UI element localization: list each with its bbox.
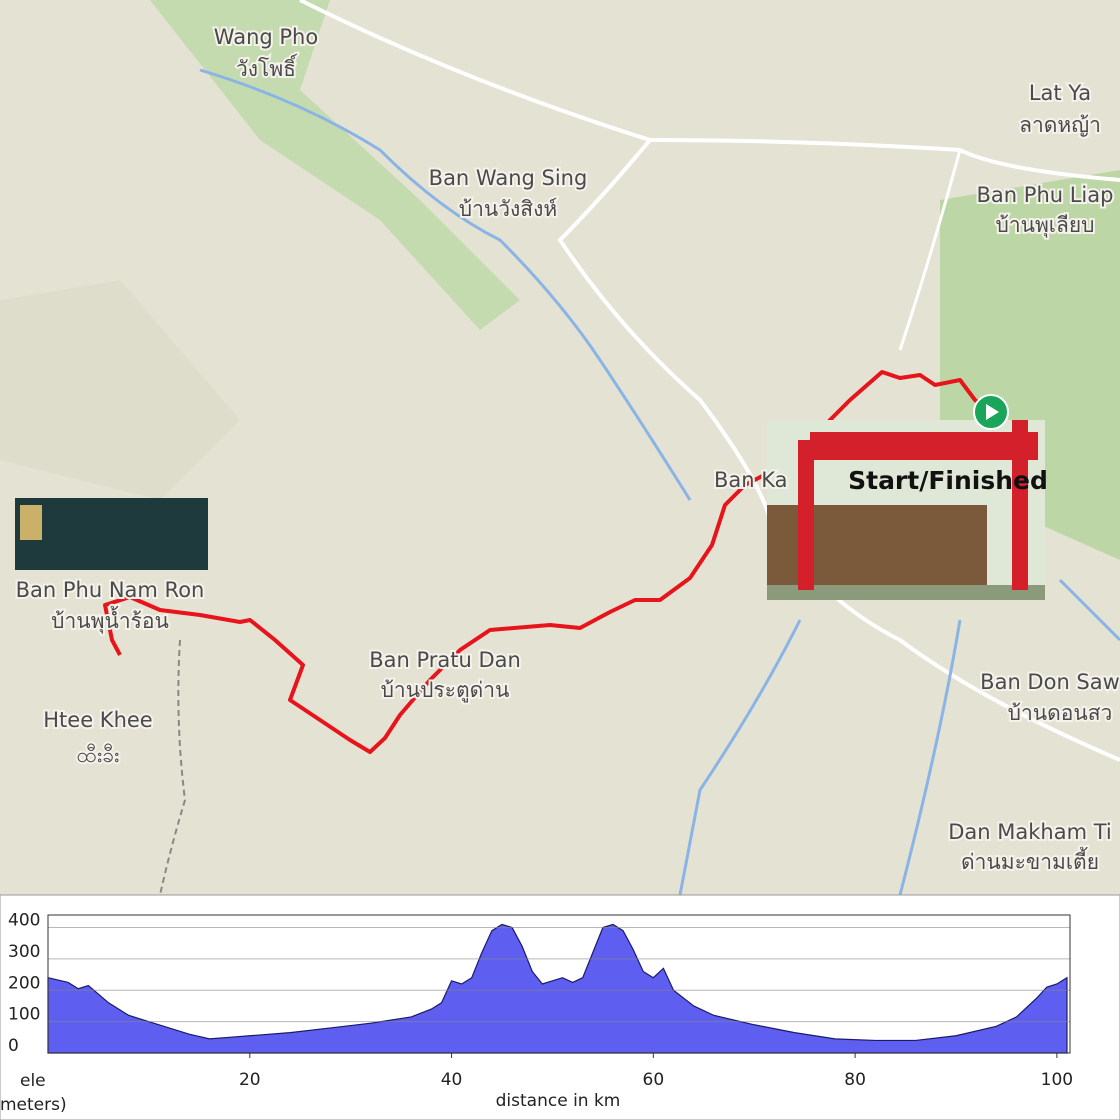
x-tick-label: 20	[239, 1070, 261, 1090]
x-tick-label: 60	[643, 1070, 665, 1090]
place-label: บ้านพุน้ำร้อน	[51, 606, 169, 634]
map: Wang Pho วังโพธิ์ Ban Wang Sing บ้านวังส…	[0, 0, 1120, 896]
place-label: Ban Pratu Dan	[369, 648, 521, 672]
place-label: บ้านวังสิงห์	[459, 197, 557, 221]
x-axis-label: distance in km	[496, 1091, 621, 1111]
start-photo	[767, 420, 1045, 600]
place-label: Ban Phu Nam Ron	[16, 578, 205, 602]
place-label: ထီးခီး	[77, 742, 120, 767]
place-label: Lat Ya	[1029, 81, 1091, 105]
x-tick-label: 40	[441, 1070, 463, 1090]
y-tick-label: 100	[8, 1005, 40, 1025]
road	[299, 0, 1120, 182]
y-axis-label: ele	[20, 1071, 46, 1091]
hills	[0, 280, 240, 500]
place-label: บ้านประตูด่าน	[381, 678, 510, 703]
place-label: ลาดหญ้า	[1019, 113, 1101, 137]
start-annotation: Start/Finished	[848, 466, 1048, 495]
elevation-area	[47, 923, 1068, 1054]
road	[898, 149, 962, 351]
place-label: บ้านพุเลียบ	[995, 213, 1094, 238]
road	[557, 138, 1120, 762]
border	[159, 639, 187, 896]
place-label: วังโพธิ์	[236, 53, 298, 81]
y-tick-label: 300	[8, 942, 40, 962]
start-marker-icon	[986, 404, 999, 420]
place-label: Htee Khee	[43, 708, 152, 732]
river	[199, 68, 1120, 896]
elevation-chart: ele meters) distance in km 0 100 200 300 400…	[0, 894, 1120, 1120]
place-label: Wang Pho	[214, 25, 318, 49]
route	[103, 370, 997, 754]
x-tick-label: 80	[844, 1070, 866, 1090]
place-label: Dan Makham Ti	[948, 820, 1112, 844]
y-tick-label: 400	[8, 911, 40, 931]
place-label: ด่านมะขามเตี้ย	[961, 847, 1099, 874]
place-label: Ban Phu Liap	[977, 183, 1114, 207]
x-tick-label: 100	[1041, 1070, 1073, 1090]
sign-photo-emblem	[20, 505, 42, 540]
place-label: Ban Ka	[714, 468, 788, 492]
place-label: Ban Don Saw	[980, 670, 1120, 694]
y-tick-label: 200	[8, 973, 40, 993]
place-label: Ban Wang Sing	[429, 166, 588, 190]
y-axis-label: meters)	[0, 1095, 67, 1115]
place-label: บ้านดอนสว	[1008, 701, 1113, 725]
plot-frame	[47, 914, 1071, 1054]
y-tick-label: 0	[8, 1036, 19, 1056]
sign-photo	[15, 498, 208, 570]
